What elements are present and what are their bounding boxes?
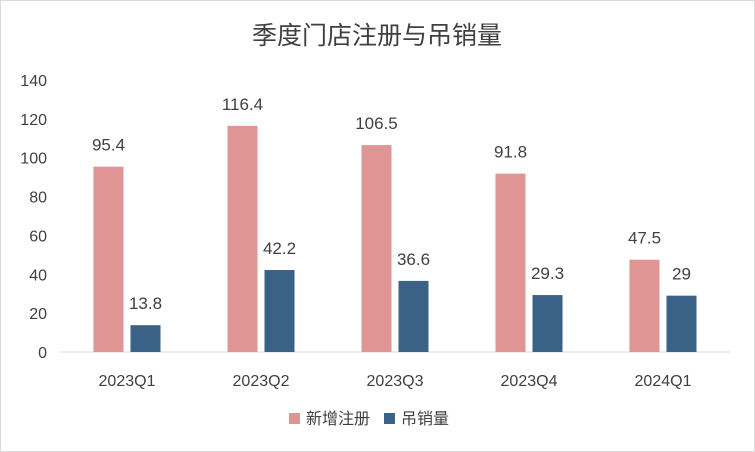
data-label: 106.5 [355, 114, 398, 133]
y-tick-label: 100 [20, 151, 47, 168]
x-tick-label: 2024Q1 [635, 373, 692, 390]
data-label: 47.5 [628, 229, 661, 248]
bar-revocations [264, 270, 295, 352]
x-tick-label: 2023Q1 [99, 373, 156, 390]
y-tick-label: 60 [29, 228, 47, 245]
y-tick-label: 80 [29, 190, 47, 207]
legend-label-new-registrations: 新增注册 [306, 409, 370, 428]
data-label: 91.8 [494, 143, 527, 162]
x-tick-label: 2023Q3 [367, 373, 424, 390]
legend-swatch-revocations [384, 413, 395, 424]
bar-revocations [666, 295, 697, 352]
y-tick-label: 20 [29, 306, 47, 323]
x-tick-label: 2023Q2 [233, 373, 290, 390]
data-label: 36.6 [397, 250, 430, 269]
bar-new-registrations [495, 173, 526, 352]
bar-new-registrations [361, 145, 392, 352]
bar-revocations [532, 295, 563, 352]
legend-label-revocations: 吊销量 [401, 409, 449, 428]
data-label: 29 [672, 265, 691, 284]
data-labels: 95.4 13.8 116.4 42.2 106.5 36.6 91.8 29.3 47.5 29 [92, 95, 691, 313]
y-tick-label: 40 [29, 267, 47, 284]
data-label: 95.4 [92, 136, 125, 155]
chart-title: 季度门店注册与吊销量 [252, 21, 502, 50]
bar-new-registrations [227, 125, 258, 352]
bars [93, 125, 697, 352]
y-tick-label: 140 [20, 73, 47, 90]
x-tick-label: 2023Q4 [501, 373, 558, 390]
data-label: 116.4 [222, 95, 263, 114]
bar-revocations [398, 280, 429, 352]
y-axis: 0 20 40 60 80 100 120 140 [20, 73, 47, 362]
y-tick-label: 0 [38, 345, 47, 362]
legend-swatch-new-registrations [289, 413, 300, 424]
bar-new-registrations [93, 166, 124, 352]
x-axis: 2023Q1 2023Q2 2023Q3 2023Q4 2024Q1 [99, 373, 692, 390]
bar-new-registrations [629, 259, 660, 352]
data-label: 29.3 [531, 264, 564, 283]
y-tick-label: 120 [20, 112, 47, 129]
bar-revocations [130, 325, 161, 352]
data-label: 13.8 [129, 294, 162, 313]
data-label: 42.2 [263, 239, 296, 258]
legend: 新增注册 吊销量 [289, 409, 449, 428]
